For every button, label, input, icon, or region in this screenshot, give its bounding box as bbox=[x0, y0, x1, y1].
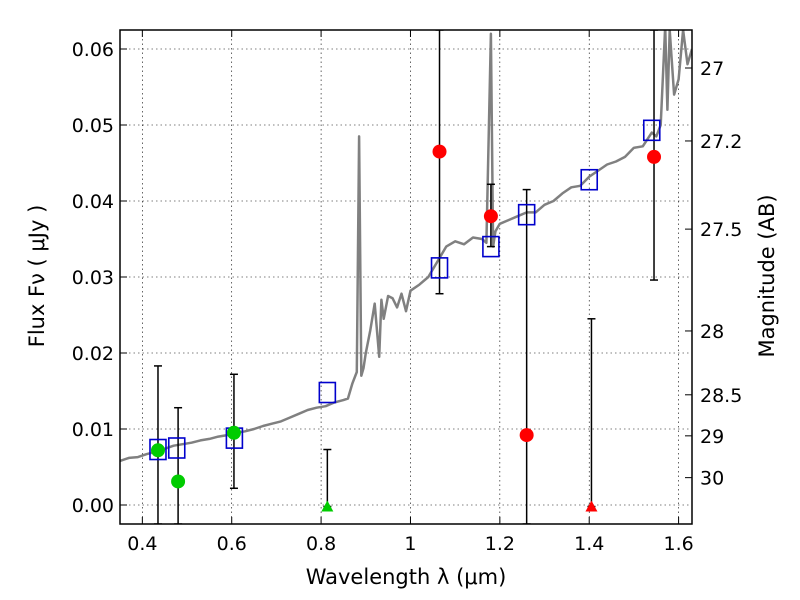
detection-circle-marker bbox=[483, 209, 498, 224]
model-square-marker bbox=[517, 203, 536, 226]
y-tick-label: 0.01 bbox=[72, 419, 114, 441]
y-tick-label: 0.05 bbox=[72, 115, 114, 137]
y-tick-label: 0.06 bbox=[72, 39, 114, 61]
x-tick-label: 1.2 bbox=[485, 533, 515, 555]
x-tick-label: 0.8 bbox=[306, 533, 336, 555]
y-tick-label: 0.00 bbox=[72, 495, 114, 517]
detection-circle-marker bbox=[647, 149, 662, 164]
x-tick-label: 0.6 bbox=[217, 533, 247, 555]
y-tick-label: 0.03 bbox=[72, 267, 114, 289]
mag-tick-label: 30 bbox=[700, 468, 724, 490]
model-square-marker bbox=[580, 168, 599, 191]
mag-tick-label: 28.5 bbox=[700, 385, 742, 407]
detection-circle-marker bbox=[171, 474, 186, 489]
detection-circle-marker bbox=[519, 428, 534, 443]
marker-layer bbox=[149, 119, 662, 512]
model-square-marker bbox=[318, 381, 337, 404]
detection-circle-marker bbox=[150, 443, 165, 458]
spectrum-layer bbox=[120, 30, 692, 463]
mag-tick-label: 27.5 bbox=[700, 219, 742, 241]
y-axis-label: Flux Fν ( μJy ) bbox=[25, 205, 49, 348]
x-axis-label: Wavelength λ (μm) bbox=[306, 565, 507, 589]
x-tick-label: 1.4 bbox=[574, 533, 604, 555]
model-square-marker bbox=[430, 257, 449, 279]
model-square-marker bbox=[482, 235, 500, 258]
y-tick-label: 0.02 bbox=[72, 343, 114, 365]
y-tick-label: 0.04 bbox=[72, 191, 114, 213]
right-axis-label: Magnitude (AB) bbox=[755, 194, 779, 357]
spectrum-line bbox=[120, 30, 692, 463]
plot-area bbox=[120, 30, 692, 524]
x-tick-label: 1 bbox=[404, 533, 416, 555]
mag-tick-label: 27 bbox=[700, 58, 724, 80]
model-square-marker bbox=[149, 438, 167, 461]
mag-tick-label: 27.2 bbox=[700, 131, 742, 153]
model-square-marker bbox=[642, 119, 661, 142]
upper-limit-triangle-marker bbox=[585, 500, 598, 512]
detection-circle-marker bbox=[432, 144, 447, 159]
mag-tick-label: 28 bbox=[700, 321, 724, 343]
detection-circle-marker bbox=[226, 425, 241, 440]
x-tick-label: 0.4 bbox=[127, 533, 157, 555]
model-square-marker bbox=[167, 437, 186, 459]
x-tick-label: 1.6 bbox=[663, 533, 693, 555]
error-bar-layer bbox=[153, 30, 659, 524]
axis-ticks: 0.4 0.6 0.8 1 1.2 1.4 1.6 0.00 0.01 0.02 0.03 0.04 0… bbox=[72, 30, 742, 555]
upper-limit-triangle-marker bbox=[321, 500, 334, 512]
grid bbox=[120, 30, 692, 524]
mag-tick-label: 29 bbox=[700, 426, 724, 448]
